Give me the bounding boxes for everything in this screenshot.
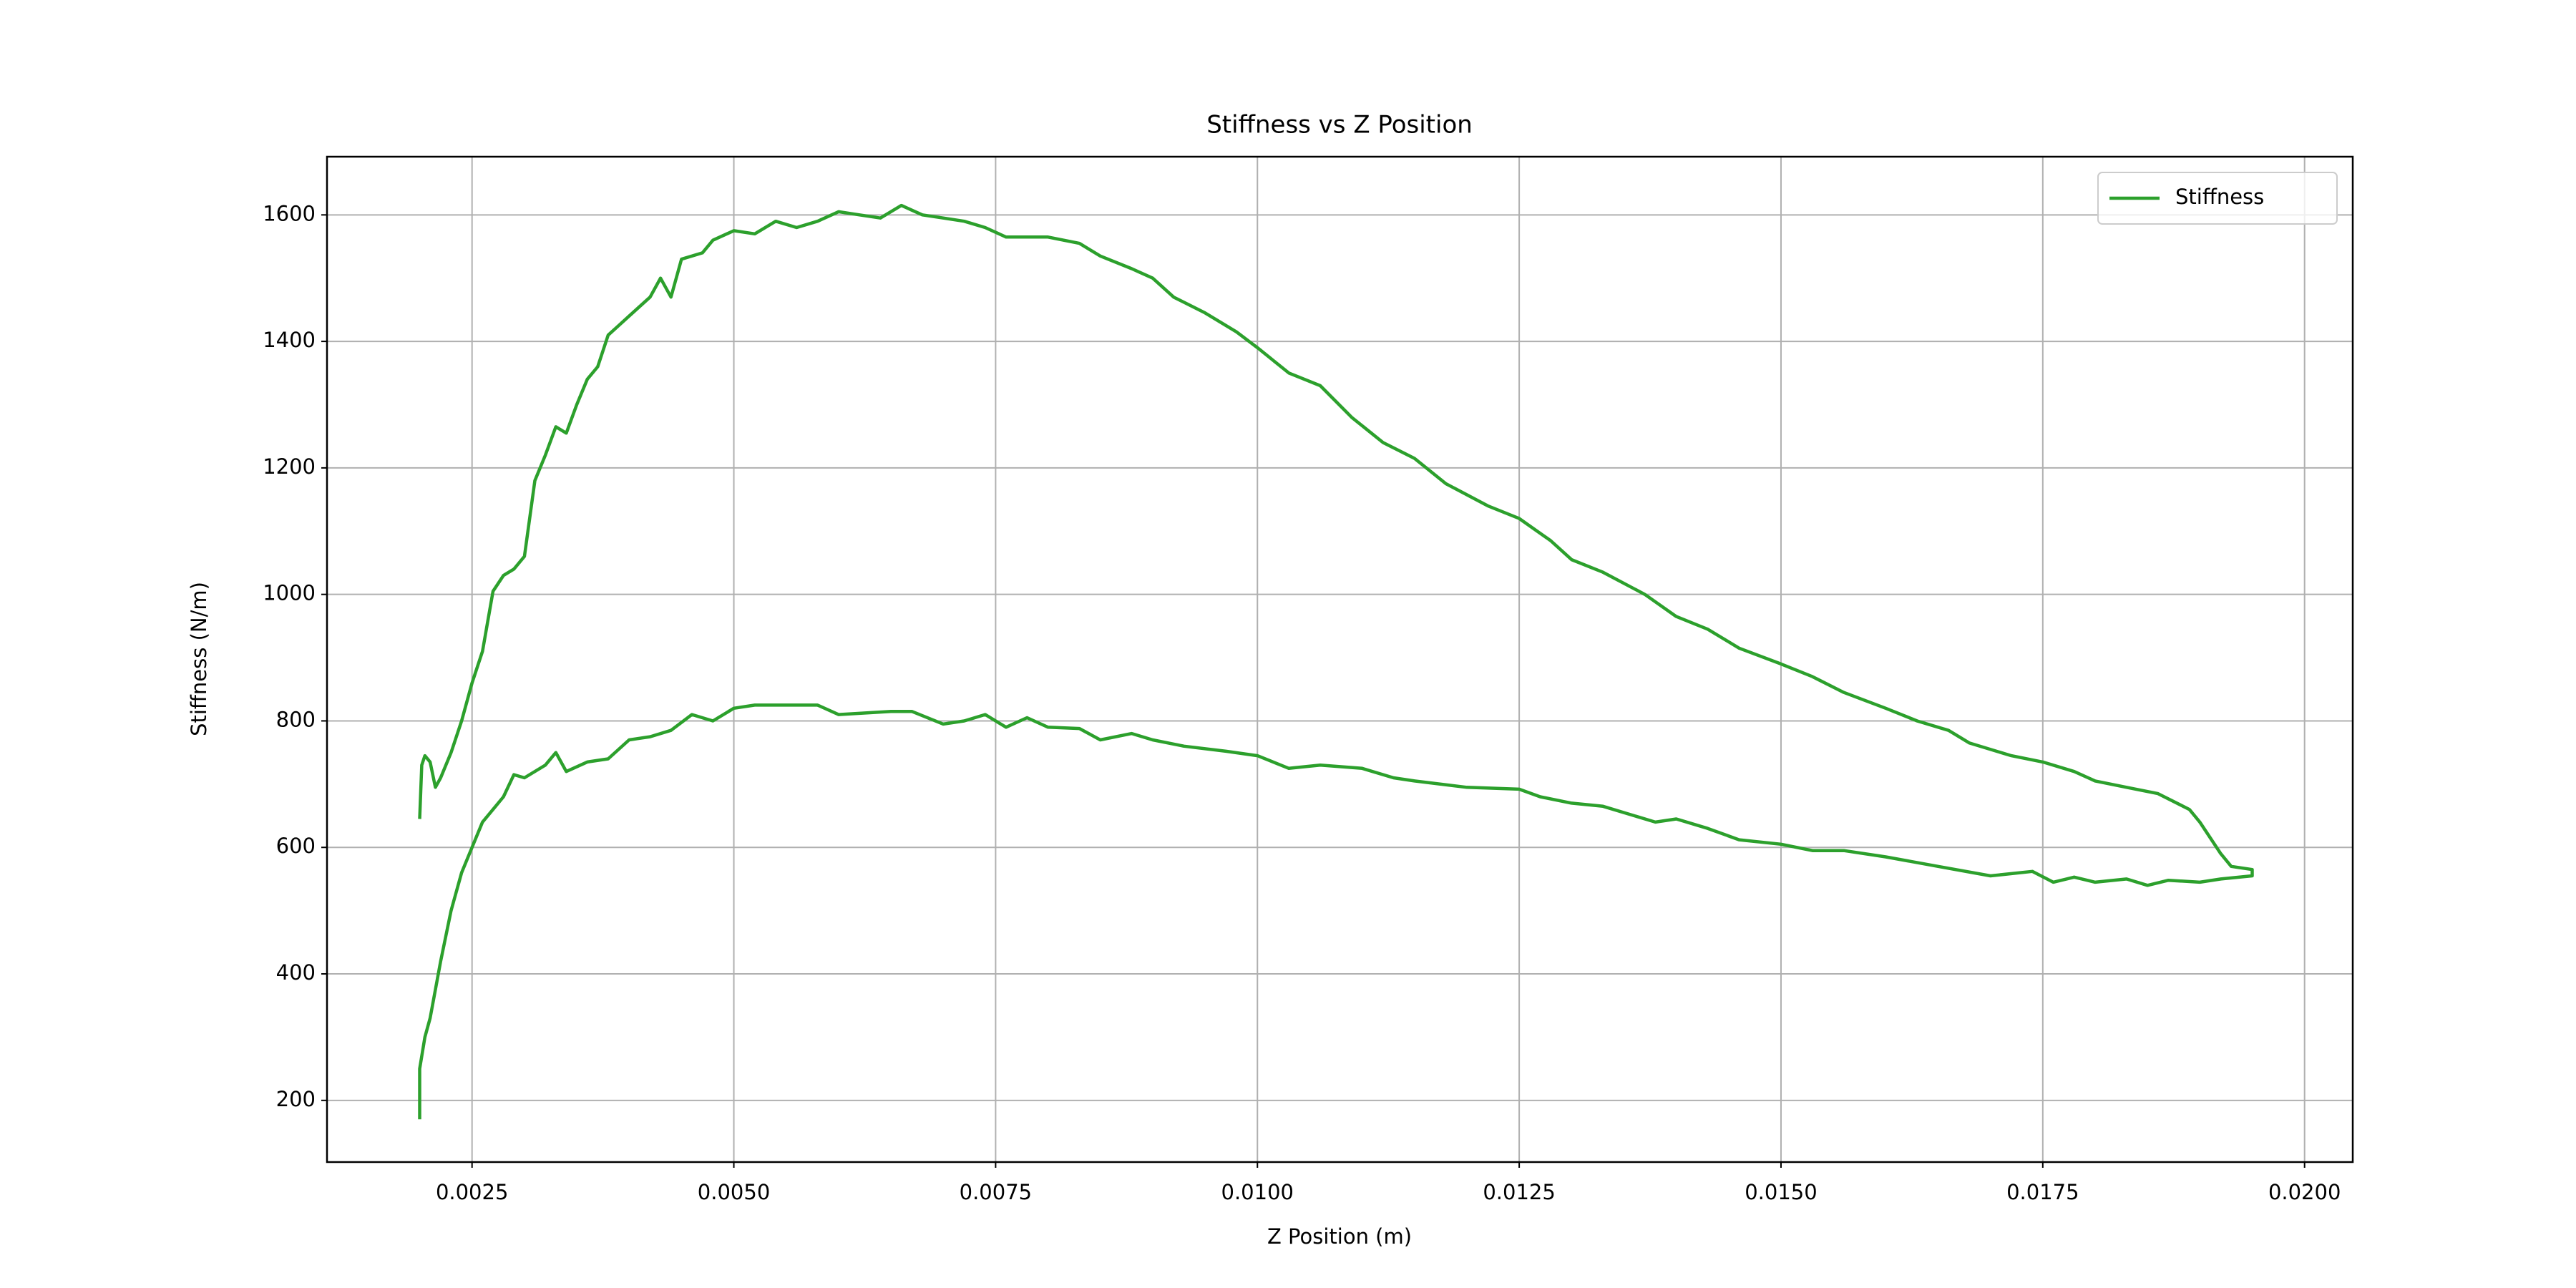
y-axis-label: Stiffness (N/m) [187,582,211,736]
legend-label: Stiffness [2175,185,2264,209]
y-tick-label: 1600 [263,201,316,225]
y-tick-label: 600 [276,834,316,858]
x-tick-label: 0.0100 [1221,1180,1294,1204]
plot-frame [326,155,2354,1163]
y-tick-label: 400 [276,960,316,985]
legend-box [2097,172,2338,225]
x-axis-label: Z Position (m) [1267,1224,1412,1249]
x-tick-label: 0.0050 [698,1180,770,1204]
y-tick-label: 800 [276,707,316,731]
x-tick-label: 0.0125 [1483,1180,1555,1204]
chart-title: Stiffness vs Z Position [1206,111,1473,140]
x-tick-label: 0.0200 [2268,1180,2341,1204]
x-tick-label: 0.0175 [2006,1180,2079,1204]
y-tick-label: 1400 [263,328,316,352]
x-tick-label: 0.0075 [960,1180,1032,1204]
y-tick-label: 1000 [263,581,316,605]
data-line [418,203,2254,1120]
y-tick-label: 1200 [263,454,316,479]
x-tick-label: 0.0150 [1745,1180,1817,1204]
x-tick-label: 0.0025 [436,1180,508,1204]
y-tick-label: 200 [276,1087,316,1111]
